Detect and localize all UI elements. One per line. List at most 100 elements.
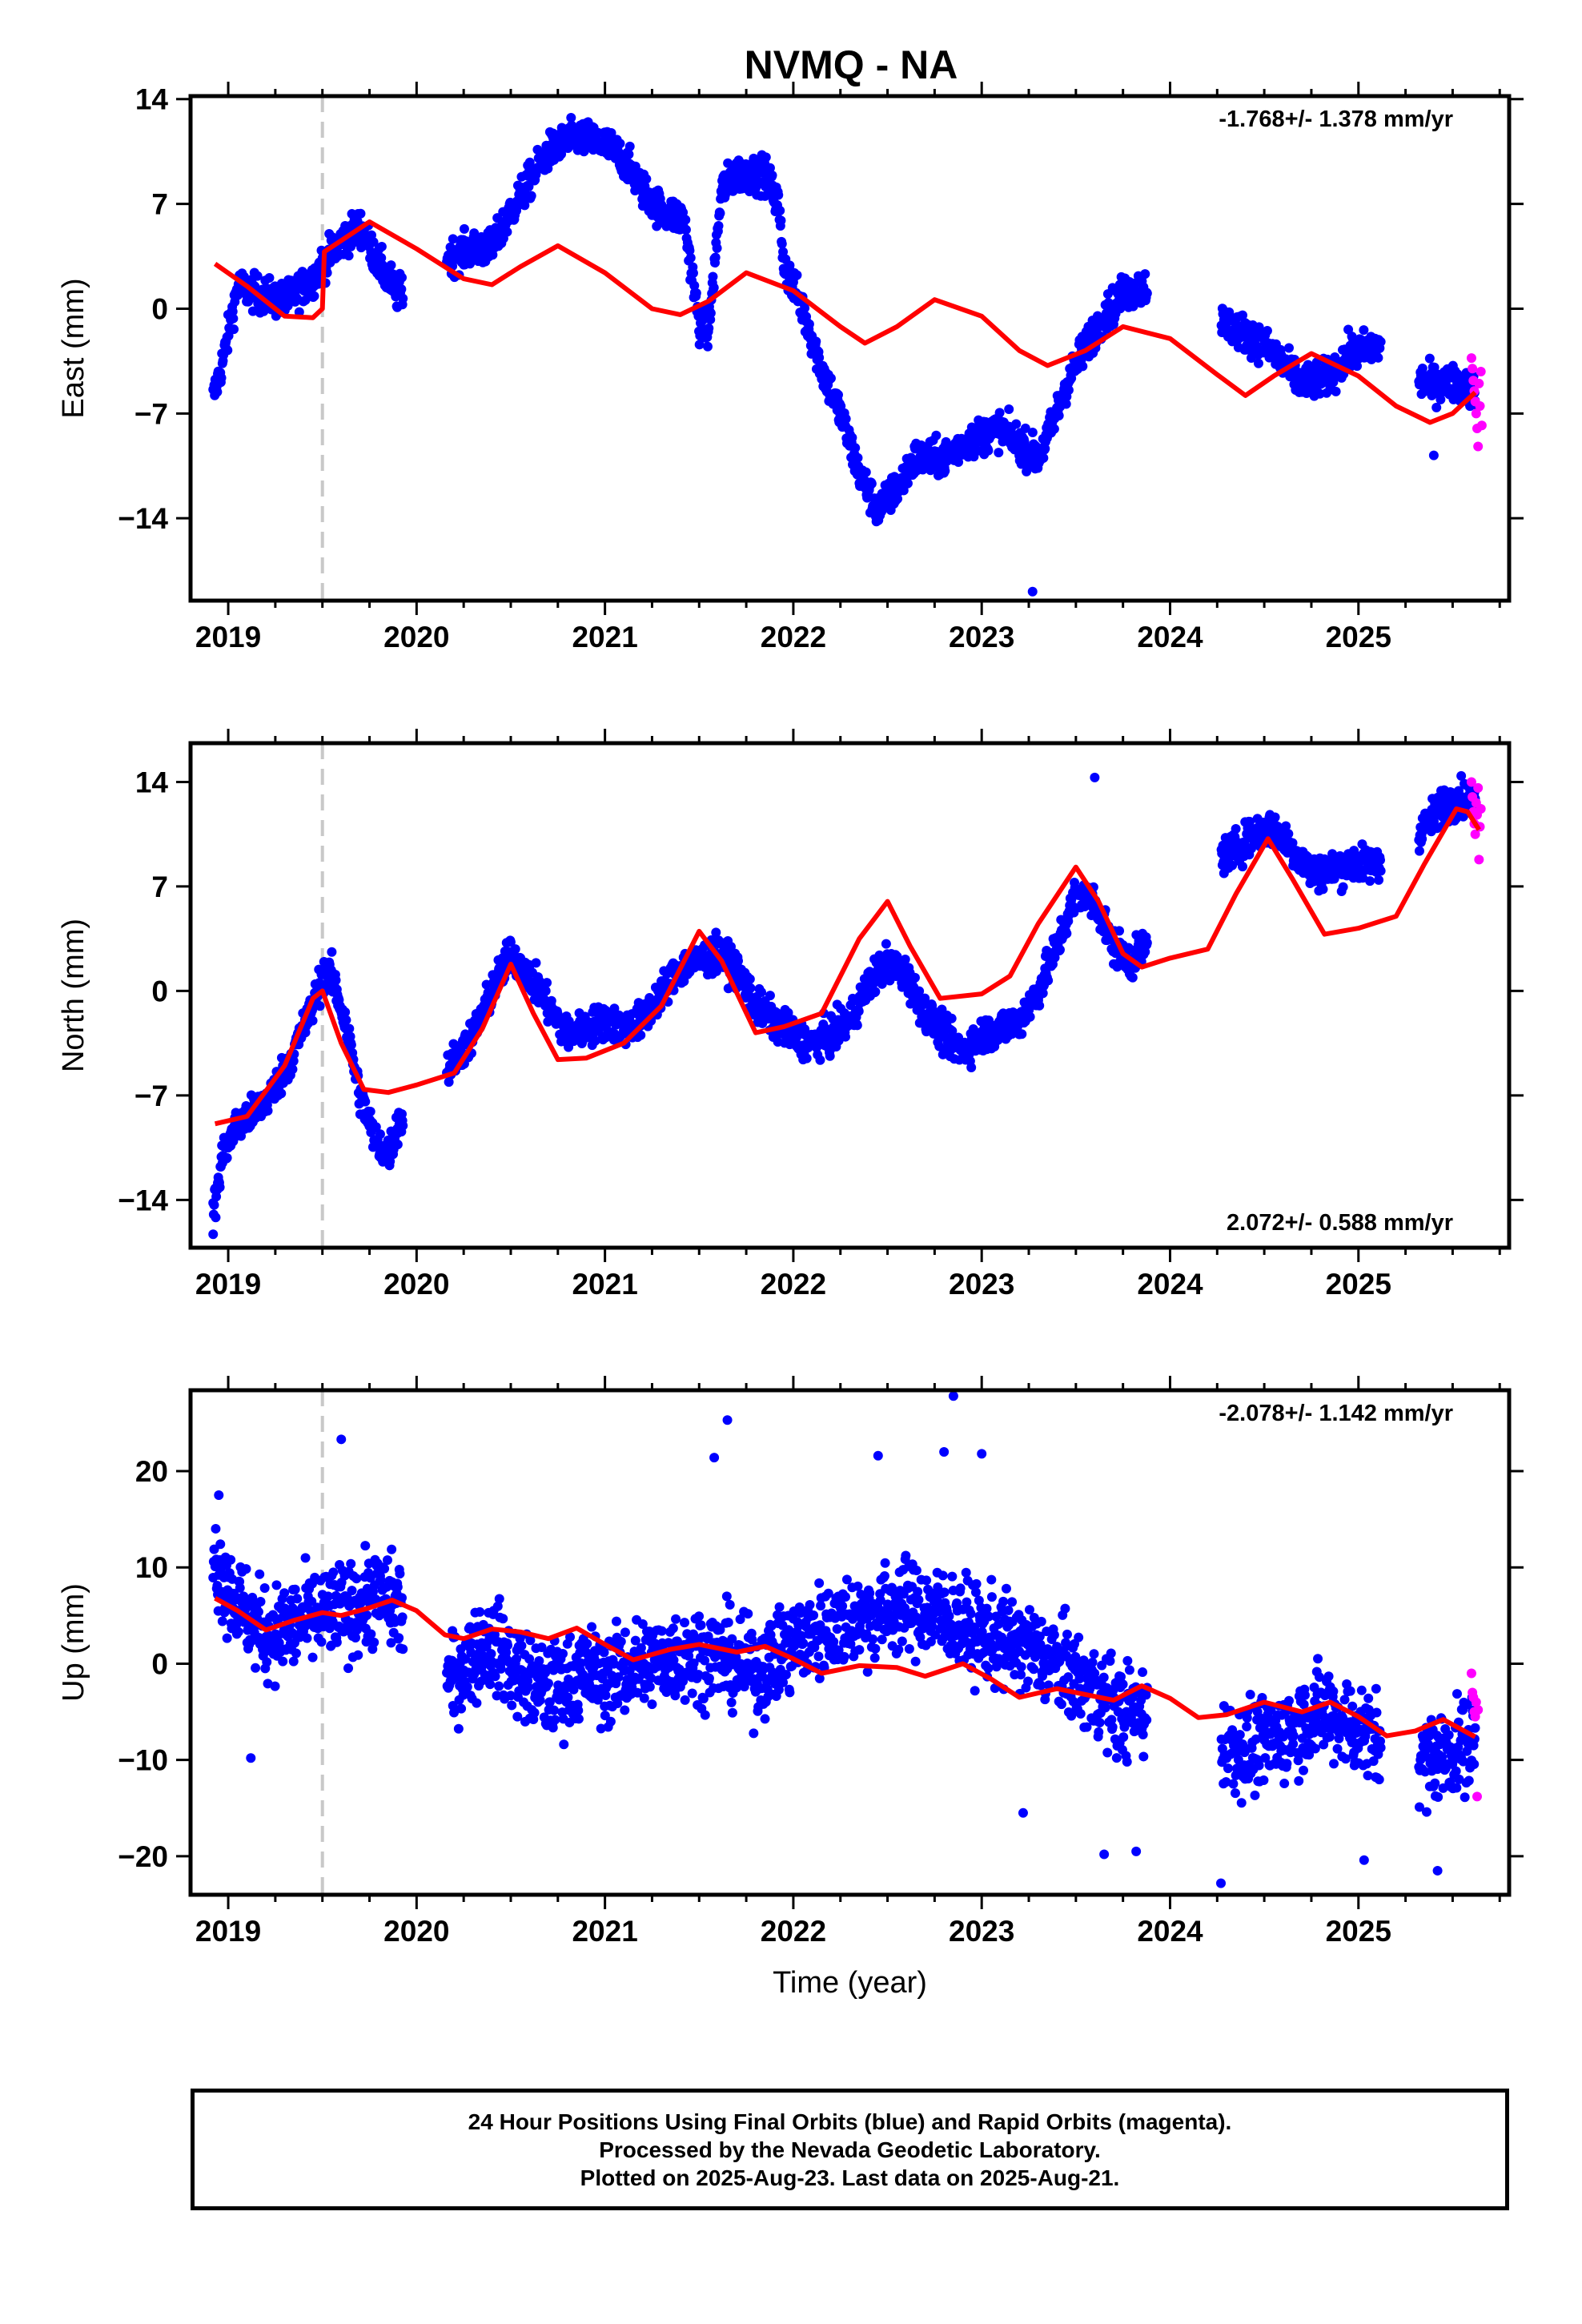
final-orbit-point (307, 1596, 317, 1606)
final-orbit-point (262, 1657, 272, 1667)
final-orbit-point (379, 1563, 390, 1574)
final-orbit-point (1375, 866, 1386, 876)
final-orbit-point (505, 937, 516, 947)
final-orbit-point (496, 1663, 506, 1674)
final-orbit-point (1245, 816, 1255, 826)
x-tick-label: 2022 (761, 621, 826, 653)
final-orbit-point (366, 1629, 376, 1639)
final-orbit-point (825, 1051, 835, 1061)
final-orbit-point (398, 1644, 408, 1655)
final-orbit-point (371, 1594, 381, 1605)
final-orbit-point (1359, 325, 1369, 336)
final-orbit-point (940, 466, 950, 476)
final-orbit-point (222, 1633, 232, 1643)
final-orbit-point (502, 227, 512, 237)
final-orbit-point (966, 1063, 977, 1073)
final-orbit-point (685, 252, 696, 263)
final-orbit-point (1004, 404, 1014, 415)
final-orbit-point (733, 955, 744, 966)
final-orbit-point (1142, 938, 1152, 948)
final-orbit-point (590, 1035, 600, 1046)
final-orbit-point (704, 323, 714, 333)
final-orbit-point (276, 1088, 287, 1099)
final-orbit-point (853, 1006, 864, 1016)
final-orbit-point (398, 293, 408, 304)
final-orbit-point (368, 237, 379, 247)
final-orbit-point (775, 206, 785, 216)
final-orbit-point (397, 1612, 408, 1622)
final-orbit-point (814, 352, 825, 363)
final-orbit-point (1027, 586, 1038, 597)
final-orbit-point (847, 432, 857, 443)
final-orbit-point (1417, 363, 1427, 373)
final-orbit-point (323, 1591, 333, 1602)
x-tick-label: 2022 (761, 1268, 826, 1301)
final-orbit-point (328, 1567, 339, 1578)
final-orbit-point (215, 1182, 225, 1192)
final-orbit-point (263, 1679, 273, 1689)
final-orbit-point (466, 1647, 476, 1658)
final-orbit-point (1142, 288, 1152, 299)
final-orbit-point (252, 271, 263, 281)
final-orbit-point (1127, 972, 1138, 983)
final-orbit-point (211, 1523, 221, 1534)
final-orbit-point (365, 1106, 375, 1116)
final-orbit-point (1034, 1000, 1045, 1011)
final-orbit-point (251, 1663, 261, 1673)
final-orbit-point (765, 991, 775, 1001)
final-orbit-point (1027, 428, 1038, 438)
final-orbit-point (344, 1023, 355, 1034)
final-orbit-point (1020, 423, 1030, 433)
final-orbit-point (302, 1633, 312, 1643)
rapid-orbit-point (1468, 364, 1478, 374)
final-orbit-point (804, 319, 814, 329)
final-orbit-point (331, 1637, 342, 1647)
final-orbit-point (833, 390, 843, 400)
final-orbit-point (1025, 1011, 1035, 1022)
x-tick-label: 2023 (949, 1268, 1014, 1301)
x-tick-label: 2020 (383, 621, 449, 653)
final-orbit-point (494, 1594, 504, 1604)
final-orbit-point (773, 190, 784, 200)
final-orbit-point (300, 1553, 311, 1563)
final-orbit-point (355, 208, 366, 219)
final-orbit-point (681, 224, 691, 235)
model-fit-curve (213, 219, 1477, 425)
final-orbit-point (712, 243, 722, 253)
final-orbit-point (931, 430, 942, 440)
final-orbit-point (900, 955, 910, 965)
final-orbit-point (520, 200, 530, 211)
final-orbit-point (840, 1031, 850, 1042)
final-orbit-point (507, 1700, 517, 1711)
final-orbit-point (1011, 419, 1022, 429)
rapid-orbit-point (1471, 408, 1481, 419)
final-orbit-point (1069, 907, 1079, 918)
final-orbit-point (448, 234, 458, 244)
final-orbit-point (920, 993, 930, 1003)
final-orbit-point (229, 324, 239, 335)
final-orbit-point (756, 987, 766, 997)
final-orbit-point (1038, 988, 1048, 999)
final-orbit-point (395, 1569, 405, 1579)
y-axis-label: East (mm) (57, 278, 90, 418)
final-orbit-point (1050, 952, 1060, 963)
final-orbit-point (327, 947, 337, 957)
final-orbit-point (292, 1594, 303, 1604)
final-orbit-point (711, 927, 721, 938)
final-orbit-point (983, 445, 994, 456)
rapid-orbit-point (1466, 353, 1476, 364)
final-orbit-point (615, 139, 625, 149)
final-orbit-point (369, 1637, 379, 1647)
final-orbit-point (1040, 444, 1050, 454)
final-orbit-point (222, 1152, 232, 1163)
final-orbit-point (331, 975, 341, 985)
final-orbit-point (800, 303, 810, 313)
final-orbit-point (1287, 838, 1298, 848)
final-orbit-point (492, 1601, 503, 1611)
final-orbit-point (624, 149, 634, 159)
final-orbit-point (1078, 361, 1088, 372)
final-orbit-point (307, 1652, 318, 1663)
final-orbit-point (235, 1582, 245, 1593)
final-orbit-point (209, 1200, 219, 1210)
final-orbit-point (288, 1656, 299, 1667)
